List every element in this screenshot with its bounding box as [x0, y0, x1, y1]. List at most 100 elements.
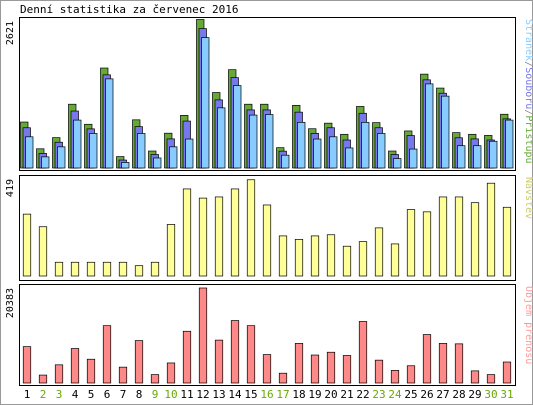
bar-requests-strnek-17: [281, 154, 290, 169]
bar-requests-strnek-16: [265, 114, 274, 169]
bar-requests-strnek-19: [313, 138, 322, 169]
panel-transfer: 20383 Objem přenosu: [5, 284, 533, 386]
x-label-day-15: 15: [244, 388, 257, 401]
x-label-day-27: 27: [436, 388, 449, 401]
x-label-day-10: 10: [164, 388, 177, 401]
bar-transfer-28: [454, 343, 464, 384]
bar-transfer-23: [374, 359, 384, 384]
bar-requests-strnek-23: [377, 133, 386, 169]
bar-visits-26: [422, 211, 432, 277]
bar-requests-strnek-22: [361, 121, 370, 169]
bar-requests-strnek-10: [169, 146, 178, 169]
x-label-day-21: 21: [340, 388, 353, 401]
bar-requests-strnek-28: [457, 145, 466, 169]
bar-visits-31: [502, 206, 512, 277]
bar-transfer-29: [470, 370, 480, 384]
bar-visits-3: [54, 261, 64, 277]
bar-visits-25: [406, 209, 416, 277]
x-label-day-22: 22: [356, 388, 369, 401]
bar-transfer-5: [86, 358, 96, 384]
bar-requests-strnek-4: [73, 119, 82, 169]
bar-transfer-13: [214, 339, 224, 384]
bar-visits-16: [262, 204, 272, 277]
x-label-day-8: 8: [136, 388, 143, 401]
panel-visits: 419 Návštěv: [5, 175, 533, 281]
bar-visits-4: [70, 261, 80, 277]
bar-requests-strnek-11: [185, 138, 194, 169]
bar-visits-14: [230, 188, 240, 277]
bar-requests-strnek-7: [121, 162, 130, 169]
panel-requests: 2621 Stránek/Souborů/Přístupů: [5, 17, 533, 171]
ymax-label-requests: 2621: [5, 21, 16, 45]
x-label-day-30: 30: [484, 388, 497, 401]
x-label-day-28: 28: [452, 388, 465, 401]
bar-visits-9: [150, 261, 160, 277]
chart-title: Denní statistika za červenec 2016: [20, 3, 239, 16]
x-label-day-31: 31: [500, 388, 513, 401]
bar-transfer-12: [198, 287, 208, 384]
ymax-label-transfer: 20383: [5, 288, 16, 318]
bar-visits-18: [294, 238, 304, 277]
bar-requests-strnek-15: [249, 114, 258, 169]
bar-transfer-16: [262, 354, 272, 384]
legend-visits: Návštěv: [523, 177, 533, 219]
bar-visits-6: [102, 261, 112, 277]
bar-requests-strnek-8: [137, 133, 146, 169]
x-label-day-4: 4: [72, 388, 79, 401]
bar-transfer-15: [246, 325, 256, 384]
x-label-day-9: 9: [152, 388, 159, 401]
bar-visits-8: [134, 265, 144, 277]
x-label-day-5: 5: [88, 388, 95, 401]
bar-transfer-11: [182, 330, 192, 384]
x-label-day-13: 13: [212, 388, 225, 401]
x-label-day-1: 1: [24, 388, 31, 401]
legend-item-requests-2: Souborů: [523, 67, 533, 109]
x-label-day-11: 11: [180, 388, 193, 401]
bar-visits-23: [374, 227, 384, 277]
bar-requests-strnek-20: [329, 136, 338, 169]
bar-requests-strnek-14: [233, 85, 242, 169]
bar-transfer-17: [278, 372, 288, 384]
bar-transfer-9: [150, 374, 160, 384]
legend-item-transfer-0: Objem přenosu: [523, 286, 533, 364]
bar-visits-28: [454, 196, 464, 277]
bar-transfer-25: [406, 365, 416, 384]
bar-visits-20: [326, 234, 336, 277]
bar-transfer-22: [358, 321, 368, 384]
bar-requests-strnek-12: [201, 37, 210, 169]
bar-transfer-18: [294, 343, 304, 384]
bar-requests-strnek-3: [57, 146, 66, 169]
bar-transfer-6: [102, 325, 112, 384]
bar-requests-strnek-25: [409, 148, 418, 169]
bar-transfer-8: [134, 340, 144, 384]
bar-visits-27: [438, 196, 448, 277]
bar-transfer-26: [422, 334, 432, 384]
bar-visits-30: [486, 182, 496, 277]
x-label-day-26: 26: [420, 388, 433, 401]
bar-transfer-2: [38, 374, 48, 384]
x-label-day-7: 7: [120, 388, 127, 401]
bar-visits-22: [358, 241, 368, 277]
x-label-day-19: 19: [308, 388, 321, 401]
bar-visits-24: [390, 243, 400, 277]
bar-transfer-3: [54, 364, 64, 384]
legend-item-requests-3: /: [523, 109, 533, 115]
bar-requests-strnek-2: [41, 156, 50, 169]
x-label-day-16: 16: [260, 388, 273, 401]
bar-transfer-19: [310, 354, 320, 384]
x-label-day-3: 3: [56, 388, 63, 401]
bar-visits-13: [214, 196, 224, 277]
x-label-day-29: 29: [468, 388, 481, 401]
x-axis-day-labels: 1 2 3 4 5 6 7 8 9 10 11 12 13 14 15 16 17 18 19 20 21 22 23 24 2…: [24, 388, 514, 401]
bar-transfer-7: [118, 366, 128, 384]
bar-transfer-1: [22, 346, 32, 384]
bar-requests-strnek-30: [489, 140, 498, 169]
bar-requests-strnek-9: [153, 157, 162, 169]
bar-transfer-31: [502, 361, 512, 384]
bar-visits-7: [118, 261, 128, 277]
bar-transfer-27: [438, 343, 448, 384]
bar-transfer-10: [166, 362, 176, 384]
bar-requests-strnek-26: [425, 83, 434, 169]
bar-requests-strnek-18: [297, 121, 306, 169]
